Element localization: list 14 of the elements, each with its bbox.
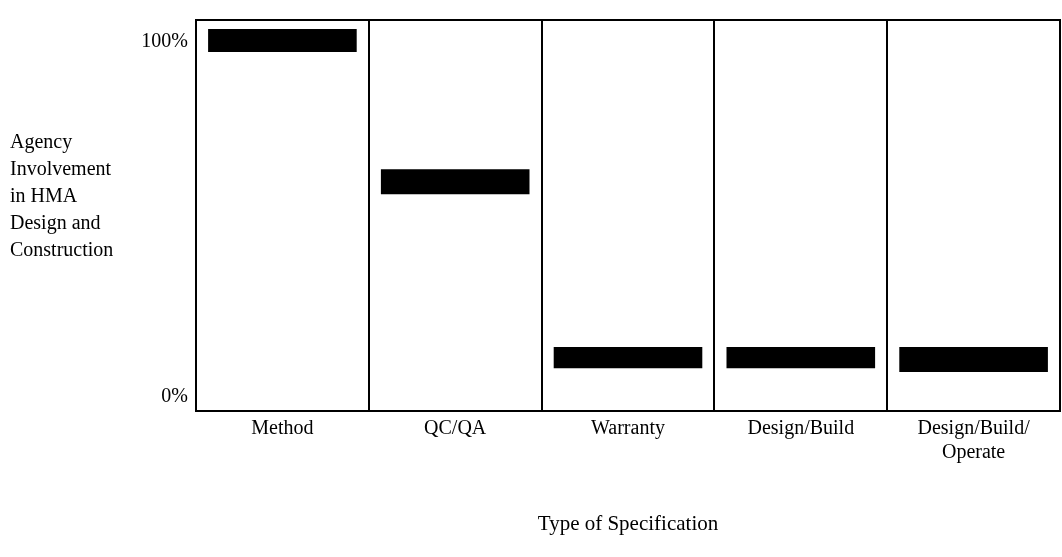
x-tick-label: Design/Build/ Operate bbox=[917, 416, 1031, 464]
bar bbox=[208, 28, 357, 52]
bar bbox=[553, 347, 703, 369]
bar bbox=[899, 347, 1048, 372]
x-axis-title: Type of Specification bbox=[537, 510, 719, 535]
x-tick-label: Design/Build bbox=[747, 416, 855, 440]
bar bbox=[726, 347, 876, 369]
bar bbox=[380, 169, 530, 195]
y-axis-title: Agency Involvement in HMA Design and Construction bbox=[10, 129, 115, 262]
x-tick-label: QC/QA bbox=[424, 416, 487, 439]
x-tick-label: Method bbox=[251, 416, 314, 439]
y-tick-label: 100% bbox=[141, 28, 188, 51]
x-tick-label: Warranty bbox=[591, 416, 665, 440]
y-tick-label: 0% bbox=[161, 384, 188, 407]
